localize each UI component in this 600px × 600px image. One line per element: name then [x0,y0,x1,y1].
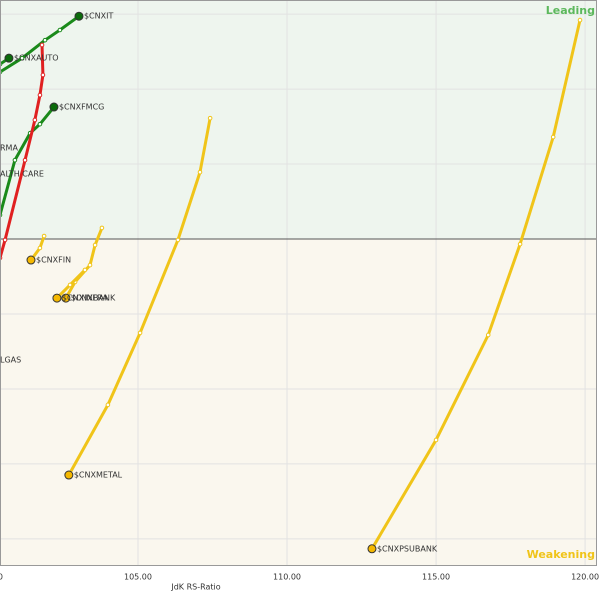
trail-point [577,17,583,23]
trail-point [37,121,43,127]
head-point [367,544,377,554]
head-point [4,53,14,63]
trail-point [207,115,213,121]
trail-point [197,169,203,175]
trail-point [67,282,73,288]
trail [67,117,212,476]
trail-point [42,37,48,43]
trail-point [41,233,47,239]
x-axis-label: JdK RS-Ratio [170,583,220,592]
trail-point [2,237,8,243]
annotation: LGAS [0,356,21,365]
trail-point [22,157,28,163]
trail-point [175,237,181,243]
trail-point [550,134,556,140]
trail-point [19,55,25,61]
x-tick-label: 115.00 [422,573,450,582]
x-tick-label: 105.00 [124,573,152,582]
series-label: $CNXPSUBANK [377,544,438,553]
series-label: $CNXMETAL [74,471,123,480]
head-point [26,255,36,265]
series-label: $CNXFIN [36,256,71,265]
trail-point [99,225,105,231]
annotation: RMA [0,144,18,153]
quadrant-label: Weakening [527,548,595,561]
quadrant-label: Leading [546,4,595,17]
head-point [74,11,84,21]
trail [370,19,582,550]
trail-point [57,27,63,33]
trail-point [39,42,45,48]
series-label: $CNXIT [84,12,114,21]
trail-point [87,262,93,268]
trail-point [12,157,18,163]
series-label: $CNXINFRA [62,294,108,303]
quadrant-weakening [0,239,597,566]
head-point [52,293,62,303]
series-label: $CNXBANK [71,294,116,303]
x-tick-label: 120.00 [571,573,599,582]
x-tick-label: 100.00 [0,573,3,582]
x-tick-label: 110.00 [273,573,301,582]
trail-point [37,245,43,251]
trail-point [37,92,43,98]
trail-point [485,332,491,338]
quadrant-leading [0,0,597,240]
head-point [64,470,74,480]
head-point [49,102,59,112]
plot [0,0,597,565]
trail-point [32,117,38,123]
plot-border [0,0,597,566]
trail-point [82,267,88,273]
trail-point [137,330,143,336]
series-label: $CNXFMCG [59,103,104,112]
series-label: $CNXAUTO [14,54,59,63]
trail-point [40,72,46,78]
annotation: ALTH CARE [0,170,44,179]
trail-point [433,437,439,443]
head-point [61,293,71,303]
trail-point [105,402,111,408]
trail-point [517,241,523,247]
trail-point [92,242,98,248]
